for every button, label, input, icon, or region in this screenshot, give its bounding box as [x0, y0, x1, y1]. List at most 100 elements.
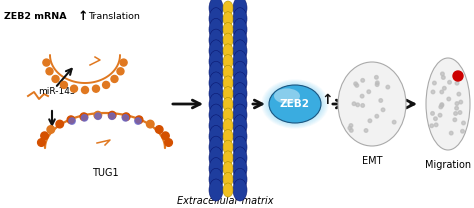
- Ellipse shape: [209, 0, 223, 19]
- Ellipse shape: [223, 54, 233, 68]
- Ellipse shape: [264, 82, 326, 126]
- Circle shape: [69, 118, 75, 124]
- Circle shape: [52, 76, 59, 82]
- Circle shape: [392, 120, 396, 124]
- Ellipse shape: [233, 72, 247, 94]
- Circle shape: [434, 117, 437, 120]
- Circle shape: [361, 79, 365, 82]
- Ellipse shape: [264, 81, 327, 127]
- Circle shape: [361, 104, 365, 107]
- Ellipse shape: [269, 85, 321, 123]
- Ellipse shape: [209, 61, 223, 83]
- Circle shape: [454, 112, 457, 115]
- Circle shape: [457, 92, 461, 96]
- Circle shape: [102, 81, 109, 88]
- Ellipse shape: [209, 8, 223, 30]
- Ellipse shape: [261, 79, 329, 129]
- Circle shape: [447, 97, 451, 101]
- Ellipse shape: [233, 179, 247, 201]
- Circle shape: [165, 139, 173, 146]
- Circle shape: [135, 118, 141, 124]
- Ellipse shape: [223, 183, 233, 197]
- Ellipse shape: [209, 93, 223, 115]
- Ellipse shape: [209, 125, 223, 147]
- Ellipse shape: [223, 33, 233, 47]
- Circle shape: [375, 81, 379, 85]
- Circle shape: [455, 106, 458, 110]
- Circle shape: [461, 129, 465, 133]
- Circle shape: [374, 76, 378, 79]
- Circle shape: [37, 139, 45, 146]
- Circle shape: [47, 126, 55, 133]
- Circle shape: [117, 68, 124, 75]
- Ellipse shape: [209, 158, 223, 180]
- Circle shape: [95, 113, 101, 119]
- Circle shape: [441, 76, 445, 79]
- Circle shape: [375, 83, 379, 87]
- Circle shape: [386, 85, 390, 89]
- Circle shape: [355, 84, 359, 87]
- Circle shape: [453, 71, 463, 81]
- Text: Migration: Migration: [425, 160, 471, 170]
- Text: Translation: Translation: [88, 12, 140, 21]
- Circle shape: [46, 68, 53, 75]
- Ellipse shape: [267, 83, 323, 125]
- Text: ZEB2 mRNA: ZEB2 mRNA: [4, 12, 67, 21]
- Ellipse shape: [338, 62, 406, 146]
- Ellipse shape: [233, 40, 247, 62]
- Text: ↑: ↑: [321, 93, 333, 107]
- Ellipse shape: [426, 58, 470, 150]
- Ellipse shape: [209, 29, 223, 51]
- Ellipse shape: [223, 87, 233, 101]
- Ellipse shape: [233, 19, 247, 40]
- Ellipse shape: [209, 72, 223, 94]
- Circle shape: [462, 121, 465, 125]
- Circle shape: [94, 111, 101, 119]
- Circle shape: [122, 113, 130, 121]
- Circle shape: [155, 126, 163, 133]
- Circle shape: [458, 111, 462, 114]
- Circle shape: [56, 120, 64, 128]
- Circle shape: [122, 115, 128, 121]
- Ellipse shape: [233, 115, 247, 137]
- Ellipse shape: [223, 162, 233, 176]
- Ellipse shape: [233, 93, 247, 115]
- Circle shape: [92, 85, 100, 92]
- Text: ZEB2: ZEB2: [280, 99, 310, 109]
- Ellipse shape: [233, 29, 247, 51]
- Ellipse shape: [209, 51, 223, 73]
- Ellipse shape: [233, 104, 247, 126]
- Circle shape: [431, 112, 434, 115]
- Ellipse shape: [209, 19, 223, 40]
- Ellipse shape: [233, 158, 247, 180]
- Ellipse shape: [268, 84, 322, 124]
- Circle shape: [82, 115, 88, 121]
- Circle shape: [453, 118, 456, 122]
- Circle shape: [430, 124, 434, 128]
- Circle shape: [368, 119, 372, 123]
- Ellipse shape: [223, 1, 233, 15]
- Circle shape: [348, 126, 352, 130]
- Circle shape: [82, 87, 89, 94]
- Ellipse shape: [269, 85, 321, 123]
- Circle shape: [459, 100, 463, 104]
- Circle shape: [109, 113, 115, 119]
- Circle shape: [431, 90, 435, 94]
- Circle shape: [71, 85, 78, 92]
- Ellipse shape: [223, 172, 233, 186]
- Circle shape: [375, 114, 379, 118]
- Text: TUG1: TUG1: [91, 168, 118, 178]
- Circle shape: [448, 80, 451, 84]
- Ellipse shape: [209, 83, 223, 105]
- Circle shape: [439, 105, 443, 109]
- Ellipse shape: [223, 108, 233, 122]
- Ellipse shape: [209, 104, 223, 126]
- Circle shape: [352, 102, 356, 105]
- Ellipse shape: [209, 40, 223, 62]
- Ellipse shape: [209, 168, 223, 190]
- Ellipse shape: [274, 88, 300, 104]
- Circle shape: [364, 129, 368, 132]
- Circle shape: [449, 131, 453, 135]
- Circle shape: [455, 81, 459, 85]
- Circle shape: [438, 113, 442, 117]
